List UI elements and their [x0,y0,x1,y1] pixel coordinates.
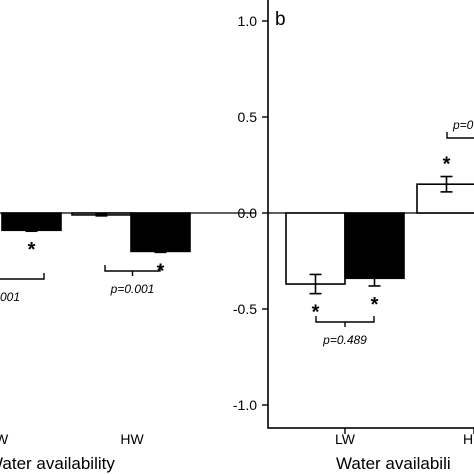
significance-star: * [443,154,451,176]
x-axis-title-panel-b: Water availabili [336,454,451,473]
x-ticks-panel-b: LW H [335,428,474,447]
comparison-brackets-panel-a: 001 p=0.001 [0,265,161,304]
panel-a: ** 001 p=0.001 W HW Water availability [0,212,256,473]
bar-lw-series-1 [344,212,405,280]
y-axis-ticks: 1.0 0.5 0.0 -0.5 -1.0 [233,13,268,413]
p-value-label: 001 [0,290,20,304]
bar-lw-series-1 [1,212,62,232]
y-tick-label: -1.0 [233,397,257,413]
panel-letter-b: b [275,9,286,30]
bars-panel-a: ** [1,212,191,282]
significance-star: * [312,302,320,324]
significance-star: * [371,294,379,316]
comparison-bracket [315,316,375,323]
x-tick-label: LW [335,431,356,447]
x-tick-label: H [463,431,473,447]
y-tick-label: 0.0 [238,205,258,221]
comparison-bracket [446,132,474,139]
comparison-bracket [0,273,45,280]
y-tick-label: -0.5 [233,301,257,317]
x-tick-label: W [0,431,9,447]
comparison-brackets-panel-b: p=0.489 p=0 [315,118,474,347]
x-tick-label: HW [120,431,144,447]
bars-panel-b: * * * [285,154,474,324]
x-axis-title-panel-a: Water availability [0,454,115,473]
comparison-bracket [104,265,161,272]
significance-star: * [28,239,36,261]
p-value-label: p=0.001 [110,282,155,296]
bar-lw-series-0 [285,212,346,285]
bar-hw-series-1 [130,212,191,253]
x-ticks-panel-a: W HW [0,431,144,447]
y-tick-label: 1.0 [238,13,258,29]
y-tick-label: 0.5 [238,109,258,125]
p-value-label: p=0.489 [322,333,367,347]
panel-b: b 1.0 0.5 0.0 -0.5 -1.0 * * * p=0.489 p=0 LW H W… [233,0,474,473]
p-value-label: p=0 [452,118,474,132]
bar-hw-series-0 [416,183,474,214]
